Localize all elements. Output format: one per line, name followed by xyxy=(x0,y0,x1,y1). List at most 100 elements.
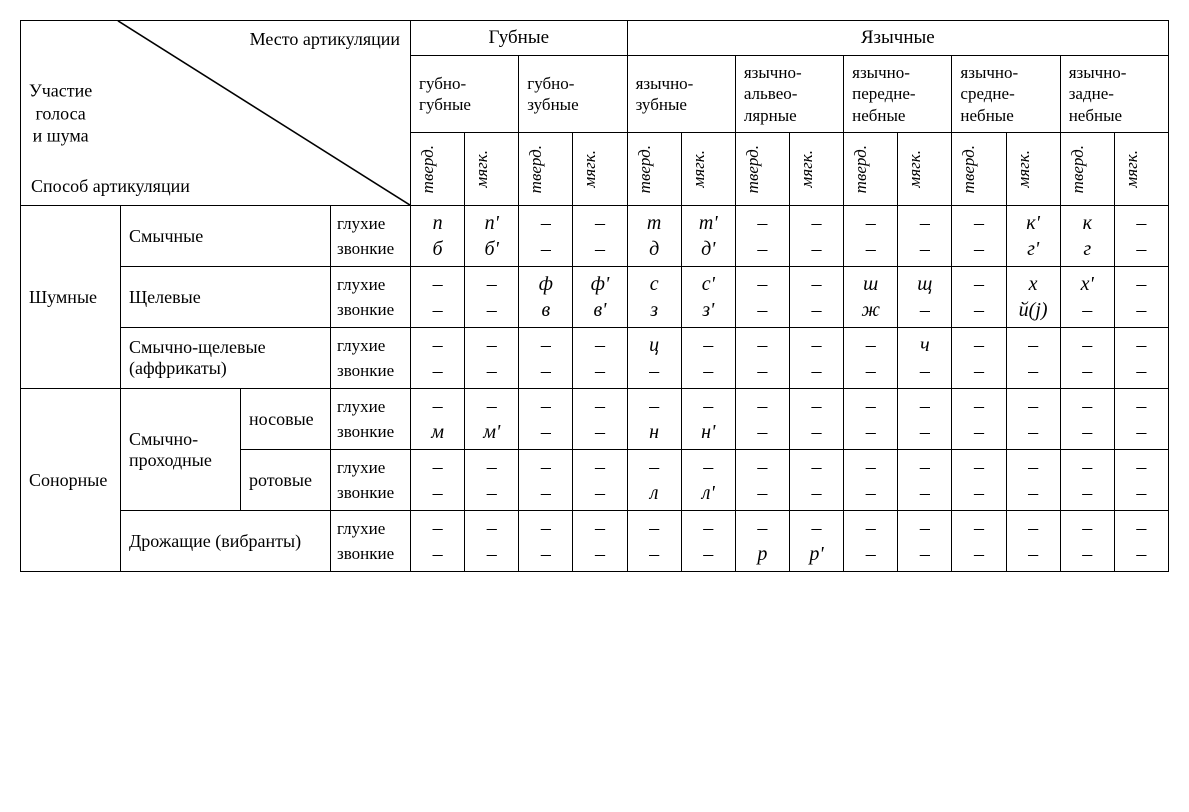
data-cell: –– xyxy=(573,450,627,511)
data-cell: –– xyxy=(465,328,519,389)
data-cell: –– xyxy=(735,328,789,389)
data-cell: –– xyxy=(898,389,952,450)
data-cell: –– xyxy=(1006,511,1060,572)
voice-noise-label: Участие голоса и шума xyxy=(29,79,92,147)
data-cell: –– xyxy=(519,511,573,572)
data-cell: щ– xyxy=(898,267,952,328)
data-cell: –– xyxy=(465,511,519,572)
row-fricatives: Щелевые глухиезвонкие –– –– фв ф'в' сз с… xyxy=(21,267,1169,328)
data-cell: ф'в' xyxy=(573,267,627,328)
data-cell: –– xyxy=(519,450,573,511)
data-cell: –– xyxy=(898,206,952,267)
data-cell: –– xyxy=(952,389,1006,450)
data-cell: –– xyxy=(1006,328,1060,389)
data-cell: ц– xyxy=(627,328,681,389)
data-cell: ч– xyxy=(898,328,952,389)
data-cell: –– xyxy=(789,267,843,328)
hard-col: тверд. xyxy=(735,132,789,205)
data-cell: –– xyxy=(465,450,519,511)
data-cell: –м' xyxy=(465,389,519,450)
top-group-lingual: Язычные xyxy=(627,21,1168,56)
data-cell: –н xyxy=(627,389,681,450)
data-cell: –– xyxy=(789,450,843,511)
data-cell: –– xyxy=(1060,511,1114,572)
voicing-label: глухиезвонкие xyxy=(331,328,411,389)
data-cell: –– xyxy=(1006,450,1060,511)
data-cell: тд xyxy=(627,206,681,267)
manner-trills: Дрожащие (вибранты) xyxy=(121,511,331,572)
data-cell: –– xyxy=(519,328,573,389)
manner-passage: Смычно- проходные xyxy=(121,389,241,511)
data-cell: –– xyxy=(1114,206,1168,267)
data-cell: кг xyxy=(1060,206,1114,267)
data-cell: –– xyxy=(844,511,898,572)
voicing-label: глухиезвонкие xyxy=(331,511,411,572)
hard-col: тверд. xyxy=(844,132,898,205)
hard-col: тверд. xyxy=(952,132,1006,205)
soft-col: мягк. xyxy=(681,132,735,205)
soft-col: мягк. xyxy=(789,132,843,205)
data-cell: –– xyxy=(465,267,519,328)
data-cell: –– xyxy=(844,389,898,450)
manner-fricatives: Щелевые xyxy=(121,267,331,328)
soft-col: мягк. xyxy=(898,132,952,205)
data-cell: –– xyxy=(1060,450,1114,511)
data-cell: –– xyxy=(952,450,1006,511)
data-cell: шж xyxy=(844,267,898,328)
subplace-4: язычно- передне- небные xyxy=(844,56,952,133)
voicing-label: глухиезвонкие xyxy=(331,450,411,511)
data-cell: пб xyxy=(411,206,465,267)
data-cell: –– xyxy=(898,450,952,511)
soft-col: мягк. xyxy=(465,132,519,205)
data-cell: –– xyxy=(735,267,789,328)
data-cell: –– xyxy=(1114,389,1168,450)
soft-col: мягк. xyxy=(1006,132,1060,205)
data-cell: –– xyxy=(952,511,1006,572)
voicing-label: глухиезвонкие xyxy=(331,206,411,267)
data-cell: –л' xyxy=(681,450,735,511)
data-cell: –– xyxy=(735,450,789,511)
soft-col: мягк. xyxy=(1114,132,1168,205)
data-cell: –– xyxy=(411,328,465,389)
data-cell: –– xyxy=(681,328,735,389)
data-cell: –– xyxy=(627,511,681,572)
consonants-table: Место артикуляции Участие голоса и шума … xyxy=(20,20,1169,572)
data-cell: –– xyxy=(411,267,465,328)
data-cell: фв xyxy=(519,267,573,328)
row-affricates: Смычно-щелевые (аффрикаты) глухиезвонкие… xyxy=(21,328,1169,389)
data-cell: –н' xyxy=(681,389,735,450)
group-sonorants: Сонорные xyxy=(21,389,121,572)
place-of-articulation-label: Место артикуляции xyxy=(250,29,400,50)
subtype-oral: ротовые xyxy=(241,450,331,511)
subplace-0: губно- губные xyxy=(411,56,519,133)
hard-col: тверд. xyxy=(411,132,465,205)
data-cell: –– xyxy=(844,450,898,511)
data-cell: –– xyxy=(735,206,789,267)
subplace-6: язычно- задне- небные xyxy=(1060,56,1168,133)
hard-col: тверд. xyxy=(627,132,681,205)
subplace-2: язычно- зубные xyxy=(627,56,735,133)
data-cell: –– xyxy=(573,206,627,267)
data-cell: к'г' xyxy=(1006,206,1060,267)
data-cell: –м xyxy=(411,389,465,450)
data-cell: т'д' xyxy=(681,206,735,267)
subtype-nasal: носовые xyxy=(241,389,331,450)
data-cell: –– xyxy=(1114,267,1168,328)
data-cell: –р' xyxy=(789,511,843,572)
top-group-labial: Губные xyxy=(411,21,628,56)
data-cell: –– xyxy=(573,389,627,450)
data-cell: –– xyxy=(844,328,898,389)
data-cell: –– xyxy=(952,206,1006,267)
data-cell: –– xyxy=(844,206,898,267)
data-cell: –– xyxy=(952,267,1006,328)
data-cell: –– xyxy=(681,511,735,572)
data-cell: с'з' xyxy=(681,267,735,328)
data-cell: хй(j) xyxy=(1006,267,1060,328)
group-noisy: Шумные xyxy=(21,206,121,389)
voicing-label: глухиезвонкие xyxy=(331,267,411,328)
data-cell: –– xyxy=(411,511,465,572)
manner-stops: Смычные xyxy=(121,206,331,267)
data-cell: –– xyxy=(573,328,627,389)
data-cell: х'– xyxy=(1060,267,1114,328)
manner-of-articulation-label: Способ артикуляции xyxy=(31,176,190,197)
